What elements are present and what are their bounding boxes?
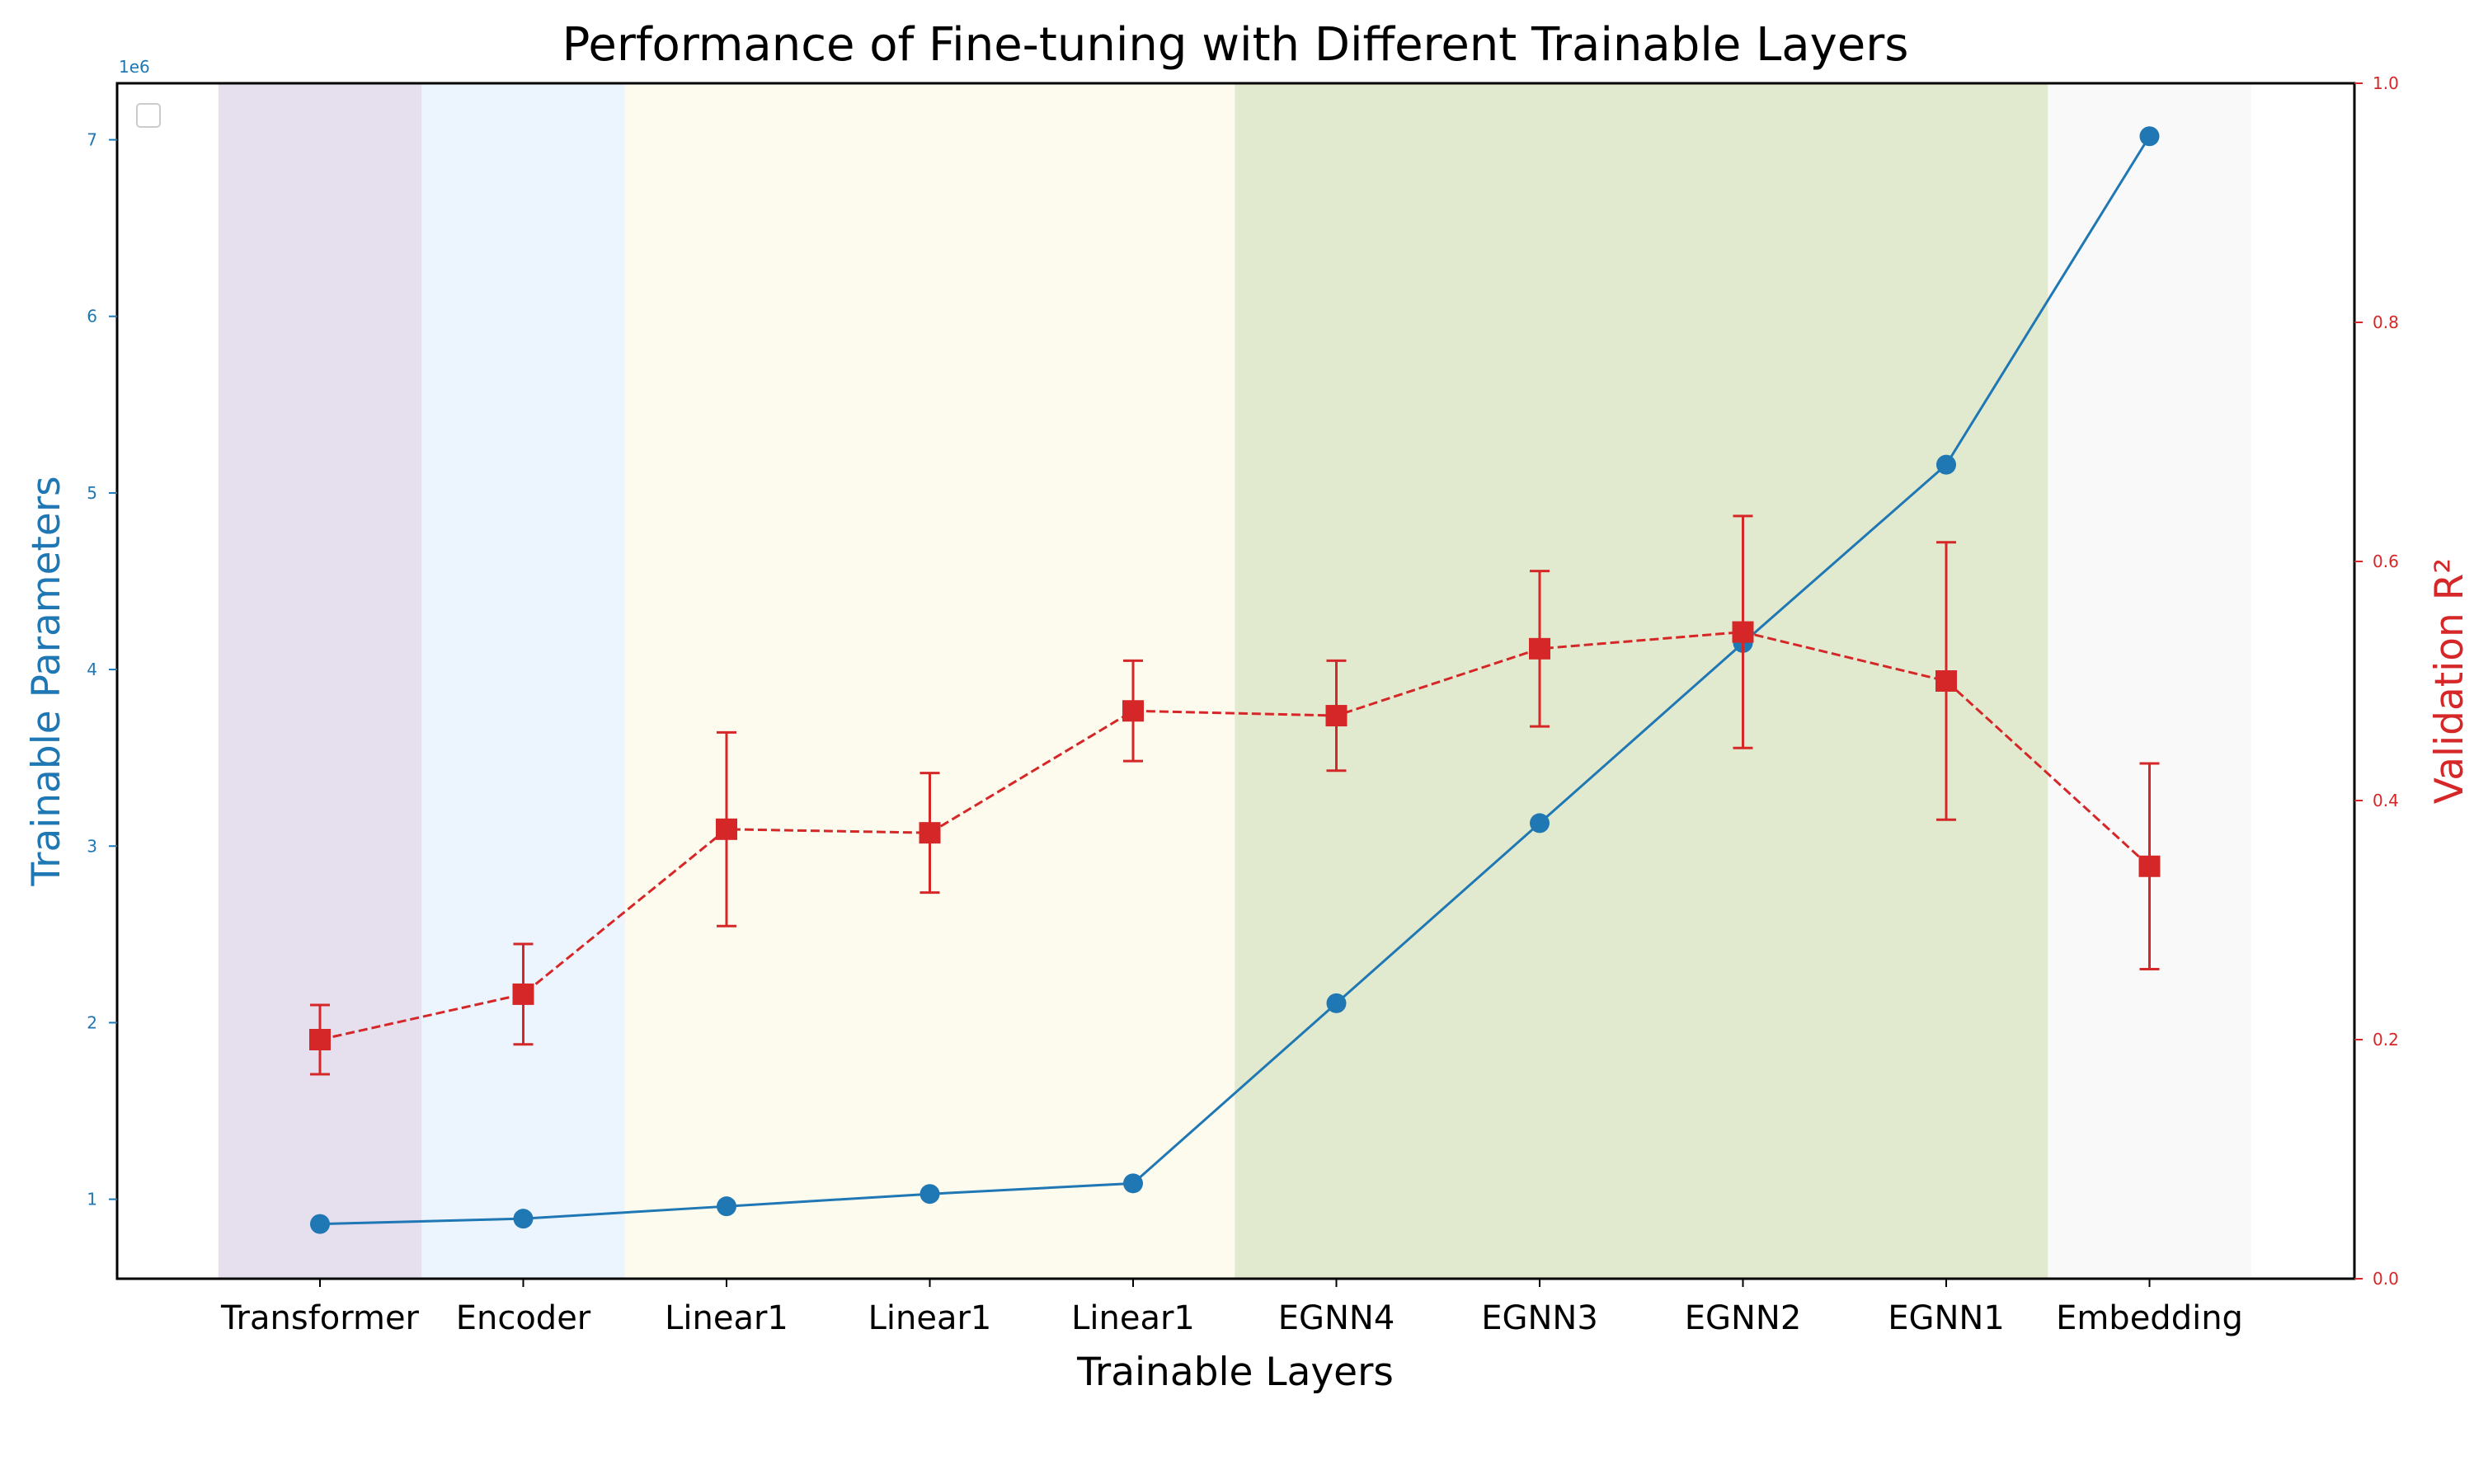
- left-tick-label: 1: [87, 1190, 97, 1209]
- data-point: [310, 1214, 330, 1234]
- data-point: [1732, 621, 1754, 643]
- x-tick-label: Embedding: [2056, 1299, 2243, 1337]
- region-9: [2048, 83, 2252, 1279]
- x-axis: Transformer Encoder Linear1 Linear1 Linear1 E…: [220, 1279, 2243, 1337]
- left-axis-multiplier: 1e6: [119, 57, 150, 77]
- right-tick-label: 0.0: [2373, 1269, 2399, 1289]
- left-tick-label: 5: [87, 483, 97, 503]
- legend-box: [136, 103, 161, 128]
- data-point: [1326, 993, 1347, 1013]
- left-tick-label: 6: [87, 307, 97, 326]
- series-validation-r2: [309, 514, 2161, 1076]
- x-tick-label: Encoder: [456, 1299, 591, 1337]
- region-3: [828, 83, 1032, 1279]
- data-point: [2139, 126, 2160, 147]
- data-point: [512, 983, 534, 1005]
- series-trainable-parameters: [310, 126, 2160, 1234]
- data-point: [513, 1209, 534, 1229]
- data-point: [1530, 813, 1550, 834]
- data-point: [919, 822, 941, 844]
- plot-frame: [115, 82, 2356, 1280]
- x-tick-label: Transformer: [220, 1299, 420, 1337]
- x-tick-label: EGNN2: [1685, 1299, 1802, 1337]
- left-axis-label: Trainable Parameters: [24, 476, 69, 886]
- left-axis: 1 2 3 4 5 6 7: [87, 130, 117, 1209]
- series-line: [319, 135, 2151, 1226]
- right-axis-label: Validation R²: [2427, 558, 2472, 805]
- left-tick-label: 3: [87, 836, 97, 856]
- data-point: [2138, 855, 2161, 877]
- chart-title: Performance of Fine-tuning with Differen…: [562, 18, 1909, 72]
- series-line: [319, 631, 2151, 1041]
- data-point: [717, 1196, 736, 1217]
- region-1: [421, 83, 626, 1279]
- right-axis: 0.0 0.2 0.4 0.6 0.8 1.0: [2354, 73, 2399, 1289]
- data-point: [920, 1184, 940, 1205]
- x-tick-label: Linear1: [1071, 1299, 1195, 1337]
- right-tick-label: 0.8: [2373, 312, 2399, 332]
- x-tick-label: EGNN3: [1481, 1299, 1598, 1337]
- data-point: [1529, 637, 1550, 660]
- region-0: [218, 83, 422, 1279]
- data-point: [1123, 1173, 1143, 1194]
- left-tick-label: 7: [87, 130, 97, 150]
- left-tick-label: 4: [87, 660, 97, 679]
- region-2: [624, 83, 829, 1279]
- right-tick-label: 1.0: [2373, 73, 2399, 93]
- x-tick-label: EGNN1: [1888, 1299, 2005, 1337]
- x-tick-label: Linear1: [665, 1299, 788, 1337]
- left-tick-label: 2: [87, 1012, 97, 1032]
- data-point: [309, 1029, 331, 1050]
- data-point: [716, 818, 737, 840]
- data-point: [1936, 454, 1956, 475]
- data-point: [1122, 700, 1144, 722]
- right-tick-label: 0.4: [2373, 791, 2399, 810]
- data-point: [1935, 670, 1957, 692]
- x-tick-label: EGNN4: [1278, 1299, 1395, 1337]
- x-axis-label: Trainable Layers: [1076, 1350, 1394, 1395]
- right-tick-label: 0.6: [2373, 552, 2399, 571]
- x-tick-label: Linear1: [868, 1299, 992, 1337]
- right-tick-label: 0.2: [2373, 1030, 2399, 1050]
- data-point: [1325, 705, 1348, 727]
